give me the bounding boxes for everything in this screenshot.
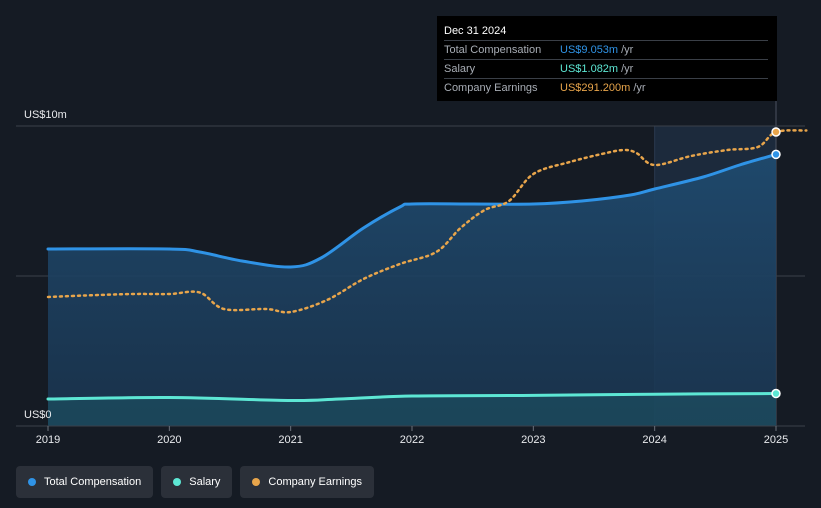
tooltip-label: Total Compensation (444, 44, 542, 56)
legend-label: Company Earnings (268, 476, 362, 488)
x-tick-label: 2022 (400, 434, 424, 446)
tooltip-value: US$9.053m (560, 44, 619, 56)
tooltip-row-salary: Salary US$1.082m /yr (444, 59, 768, 78)
x-tick-label: 2020 (157, 434, 181, 446)
tooltip-date: Dec 31 2024 (444, 25, 507, 37)
x-tick-label: 2019 (36, 434, 60, 446)
legend-label: Salary (189, 476, 221, 488)
tooltip-unit: /yr (633, 82, 646, 94)
legend-item-salary[interactable]: Salary (161, 466, 233, 498)
x-tick-label: 2024 (642, 434, 666, 446)
company-earnings-marker (771, 127, 781, 137)
x-tick-label: 2021 (278, 434, 302, 446)
legend-item-company-earnings[interactable]: Company Earnings (240, 466, 374, 498)
tooltip-value: US$1.082m (560, 63, 619, 75)
x-tick-label: 2025 (764, 434, 788, 446)
legend-dot-icon (173, 478, 182, 486)
tooltip-value: US$291.200m (560, 82, 631, 94)
legend-item-total-compensation[interactable]: Total Compensation (16, 466, 154, 498)
total-compensation-line (46, 152, 778, 269)
tooltip-label: Salary (444, 63, 476, 75)
tooltip-unit: /yr (621, 44, 634, 56)
y-tick-label: US$0 (24, 409, 52, 421)
tooltip-row-company-earnings: Company Earnings US$291.200m /yr (444, 78, 768, 97)
legend-label: Total Compensation (44, 476, 142, 488)
total-compensation-marker (771, 149, 781, 160)
legend-dot-icon (252, 478, 261, 486)
legend-dot-icon (28, 478, 36, 486)
chart-legend: Total Compensation Salary Company Earnin… (16, 466, 374, 498)
tooltip-row-total-compensation: Total Compensation US$9.053m /yr (444, 40, 768, 59)
y-tick-label: US$10m (24, 109, 67, 121)
salary-marker (771, 388, 781, 399)
tooltip-label: Company Earnings (444, 82, 538, 94)
hover-tooltip: Dec 31 2024 Total Compensation US$9.053m… (437, 16, 777, 101)
x-tick-label: 2023 (521, 434, 545, 446)
tooltip-unit: /yr (621, 63, 634, 75)
salary-area (48, 393, 776, 426)
company-earnings-line (46, 129, 808, 314)
salary-line (46, 392, 778, 403)
total-compensation-area (48, 154, 776, 426)
